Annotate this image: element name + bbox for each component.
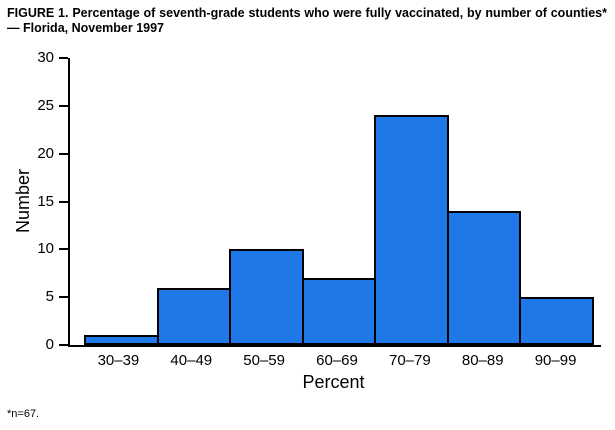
y-tick-mark [59,344,68,346]
x-tick-label: 80–89 [461,352,504,369]
y-tick-label: 25 [37,96,54,114]
x-tick-label: 70–79 [389,352,431,369]
figure-title: FIGURE 1. Percentage of seventh-grade st… [7,6,607,35]
bar-30–39 [84,335,159,345]
y-tick-mark [59,296,68,299]
bar-70–79 [374,115,449,345]
y-tick-mark [59,200,68,203]
y-tick-mark [59,104,68,107]
x-tick-label: 60–69 [316,352,358,369]
x-tick-label: 40–49 [170,352,213,369]
x-tick-label: 50–59 [243,352,285,369]
y-tick-mark [59,152,68,155]
y-axis-label: Number [13,168,33,234]
y-tick-mark [59,57,68,59]
y-tick-label: 30 [37,49,54,66]
y-tick-label: 15 [37,192,54,210]
y-tick-label: 20 [37,144,54,162]
x-tick-label: 90–99 [534,352,577,369]
x-tick-label: 30–39 [97,352,140,369]
y-tick-mark [59,248,68,251]
plot-area: 0 5 10 15 20 25 30 [37,49,601,353]
bar-80–89 [446,211,522,345]
bar-40–49 [156,287,232,345]
y-tick-label: 5 [45,288,54,306]
y-tick-label: 0 [45,336,54,353]
x-tick-labels: 30–39 40–49 50–59 60–69 70–79 80–89 90–99 [68,352,599,369]
bar-60–69 [301,278,377,345]
x-axis-label: Percent [302,372,365,392]
bar-90–99 [519,297,595,345]
bar-50–59 [229,249,304,345]
bars-row [70,58,601,345]
y-tick-label: 10 [37,240,54,258]
footnote: *n=67. [7,408,40,420]
